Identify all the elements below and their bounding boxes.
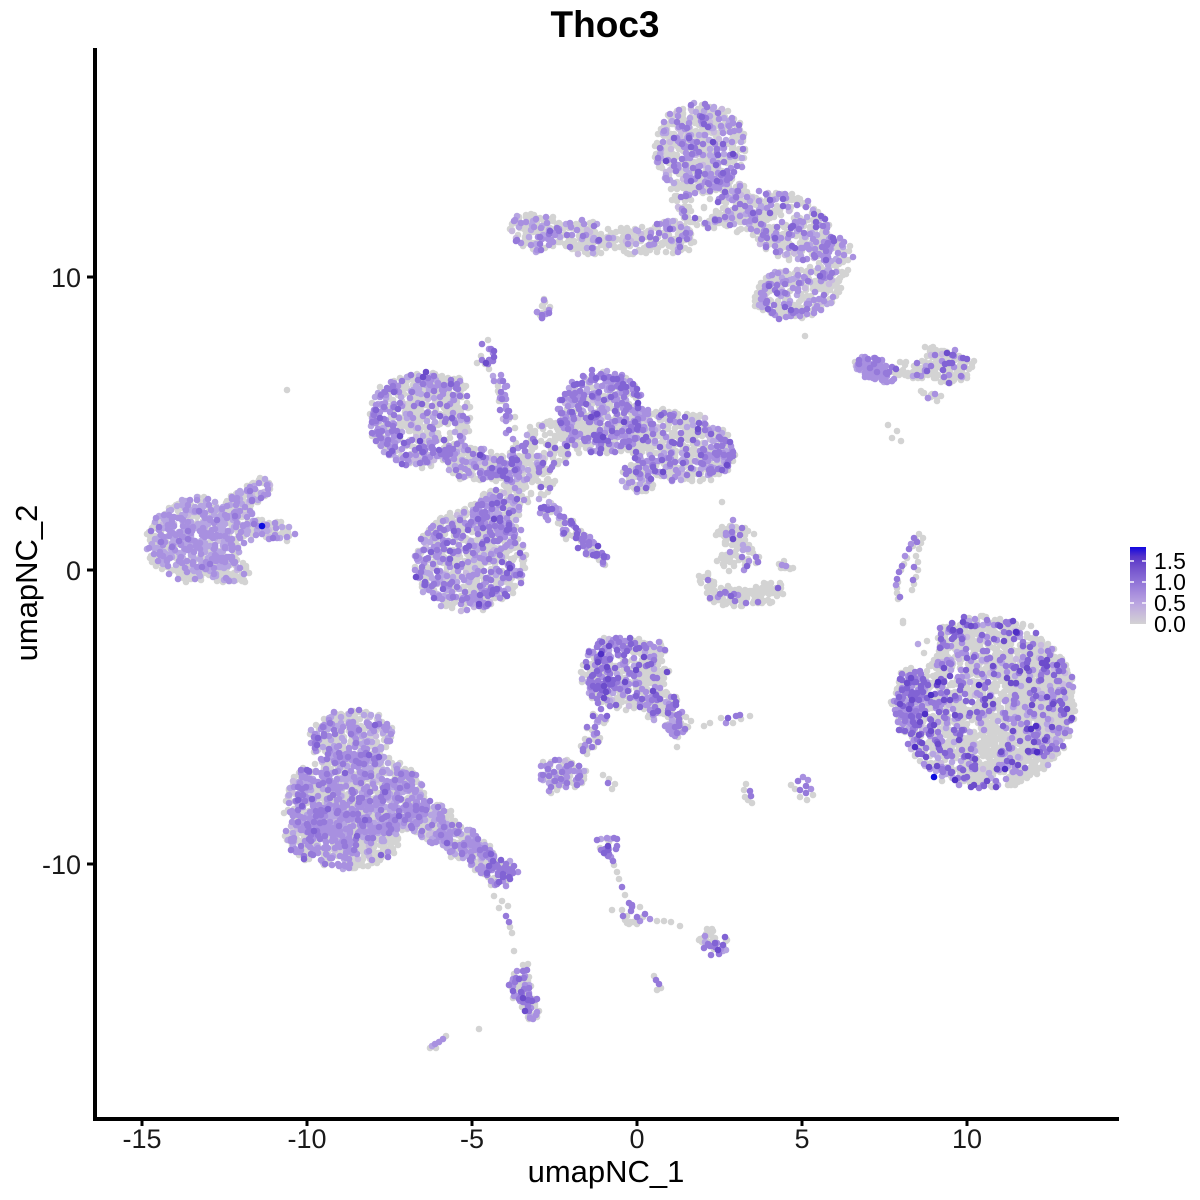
- svg-text:Thoc3: Thoc3: [551, 4, 660, 45]
- svg-text:umapNC_2: umapNC_2: [9, 505, 44, 662]
- svg-text:0.5: 0.5: [1154, 590, 1186, 616]
- svg-text:umapNC_1: umapNC_1: [528, 1154, 685, 1189]
- svg-text:-10: -10: [287, 1124, 326, 1154]
- svg-text:1.0: 1.0: [1154, 569, 1186, 595]
- svg-text:-15: -15: [122, 1124, 161, 1154]
- svg-text:10: 10: [51, 263, 81, 293]
- svg-text:0: 0: [629, 1124, 644, 1154]
- svg-text:0: 0: [66, 556, 81, 586]
- svg-text:-5: -5: [460, 1124, 484, 1154]
- svg-text:5: 5: [794, 1124, 809, 1154]
- svg-text:10: 10: [952, 1124, 982, 1154]
- svg-text:-10: -10: [42, 850, 81, 880]
- svg-text:0.0: 0.0: [1154, 611, 1186, 637]
- svg-text:1.5: 1.5: [1154, 548, 1186, 574]
